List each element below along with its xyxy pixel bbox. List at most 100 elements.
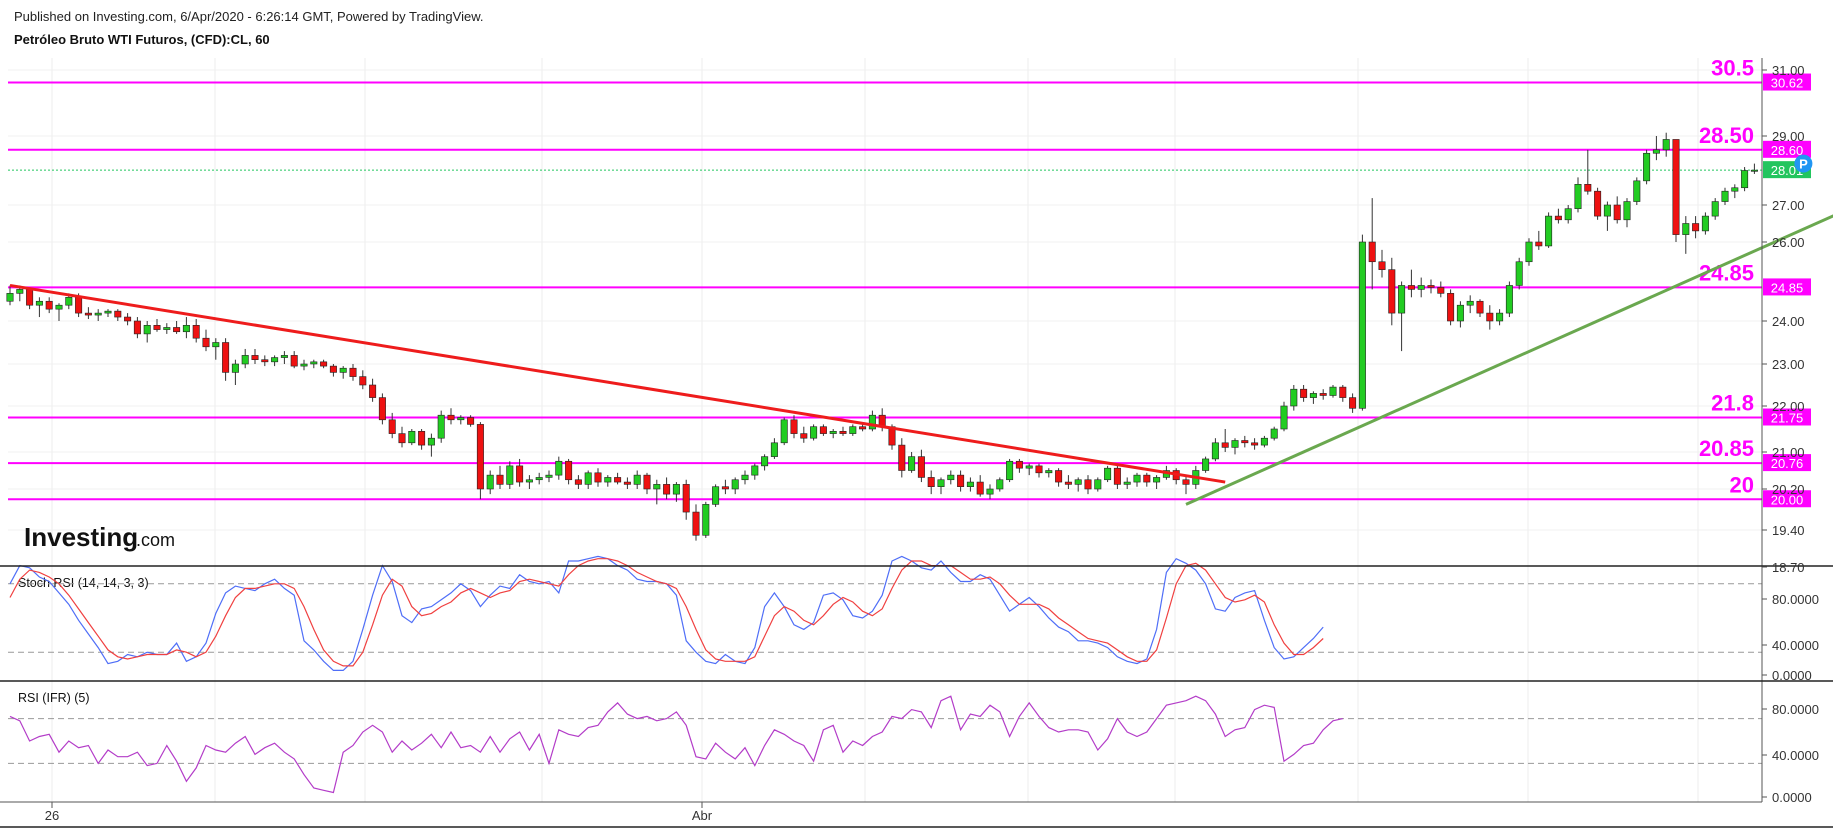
candle-body <box>192 324 200 339</box>
price-tag <box>1763 140 1811 158</box>
candle-body <box>163 327 171 330</box>
candle-body <box>1182 479 1190 485</box>
candle-body <box>486 474 494 490</box>
price-tag-text: 20.76 <box>1771 456 1804 471</box>
candle-body <box>1466 300 1474 306</box>
logo-main-text: Investing <box>24 522 138 552</box>
price-tag <box>1763 408 1811 426</box>
time-tick-label: 26 <box>45 808 59 823</box>
candle-body <box>545 474 553 478</box>
k-series-line <box>9 555 1324 672</box>
d-series-line <box>9 558 1324 667</box>
candle-body <box>1300 388 1308 398</box>
candle-body <box>35 300 43 306</box>
candle-body <box>1417 285 1425 290</box>
candle-body <box>6 293 14 302</box>
candle-body <box>1074 479 1082 485</box>
candle-body <box>574 479 582 485</box>
candle-body <box>1378 261 1386 270</box>
level-label: 20.85 <box>1699 436 1754 461</box>
candle-body <box>1319 393 1327 396</box>
candle-body <box>378 397 386 421</box>
price-tag-text: 28.60 <box>1771 143 1804 158</box>
candle-body <box>1525 241 1533 263</box>
candle-body <box>761 456 769 467</box>
candle-body <box>212 342 220 348</box>
candle-body <box>1633 180 1641 202</box>
candle-body <box>26 289 34 306</box>
price-tick-label: 20.20 <box>1772 482 1805 497</box>
candle-body <box>741 474 749 481</box>
candle-body <box>1515 261 1523 286</box>
rsi-pane: RSI (IFR) (5) 80.0000 40.0000 0.0000 <box>8 691 1819 805</box>
candle-body <box>1721 190 1729 202</box>
candle-body <box>408 430 416 444</box>
candle-body <box>1564 208 1572 221</box>
candle-body <box>1427 285 1435 288</box>
candle-body <box>1711 201 1719 217</box>
candle-body <box>251 355 259 360</box>
candle-body <box>1231 440 1239 448</box>
candle-body <box>476 424 484 490</box>
candle-body <box>1251 442 1259 446</box>
candle-body <box>1045 470 1053 474</box>
price-tick-label: 31.00 <box>1772 63 1805 78</box>
candle-body <box>1153 477 1161 483</box>
candle-body <box>75 296 83 314</box>
candle-body <box>16 289 24 294</box>
candle-body <box>65 296 73 306</box>
candle-body <box>829 430 837 434</box>
candle-body <box>457 417 465 421</box>
candle-body <box>1202 458 1210 471</box>
candle-body <box>937 479 945 487</box>
candle-body <box>555 460 563 476</box>
candle-body <box>1260 437 1268 446</box>
candle-body <box>1241 440 1249 444</box>
candle-body <box>329 365 337 373</box>
price-tag-text: 21.75 <box>1771 411 1804 426</box>
published-info: Published on Investing.com, 6/Apr/2020 -… <box>14 9 484 24</box>
trendlines: P <box>9 154 1833 506</box>
candle-body <box>222 342 230 373</box>
candle-body <box>1643 152 1651 182</box>
candle-body <box>1594 190 1602 217</box>
candle-body <box>692 511 700 536</box>
candle-body <box>280 355 288 358</box>
candle-body <box>1329 386 1337 396</box>
rsi-series-line <box>9 695 1343 794</box>
candle-body <box>614 477 622 483</box>
candle-body <box>1035 465 1043 474</box>
candle-body <box>1505 285 1513 314</box>
stoch-pane: Stoch RSI (14, 14, 3, 3) 80.0000 40.0000 0.… <box>8 555 1819 683</box>
candle-body <box>55 304 63 310</box>
candle-body <box>496 474 504 485</box>
candle-body <box>1535 241 1543 247</box>
candle-body <box>349 367 357 377</box>
candle-body <box>271 357 279 363</box>
candle-body <box>173 327 181 333</box>
candle-body <box>310 361 318 365</box>
candle-body <box>339 367 347 373</box>
level-label: 20 <box>1730 472 1754 497</box>
price-tick-label: 22.00 <box>1772 399 1805 414</box>
level-label: 21.8 <box>1711 391 1754 416</box>
candle-body <box>388 419 396 434</box>
candle-body <box>124 316 132 322</box>
candle-body <box>1358 241 1366 409</box>
candle-body <box>800 433 808 439</box>
candle-body <box>908 456 916 471</box>
candle-body <box>1486 312 1494 322</box>
candle-body <box>947 474 955 481</box>
candle-body <box>1407 285 1415 290</box>
candle-body <box>261 359 269 363</box>
candle-body <box>770 442 778 457</box>
candle-body <box>702 504 710 536</box>
candle-body <box>437 414 445 439</box>
candle-body <box>1349 397 1357 409</box>
candle-body <box>996 479 1004 490</box>
price-tag-text: 24.85 <box>1771 280 1804 295</box>
candle-body <box>565 460 573 481</box>
candle-body <box>1701 215 1709 232</box>
candle-body <box>810 426 818 439</box>
